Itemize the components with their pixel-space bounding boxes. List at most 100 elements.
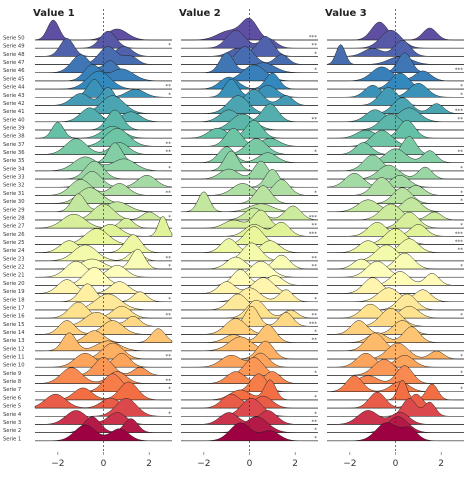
- row-label: Serie 35: [3, 158, 25, 164]
- significance-marker: *: [460, 92, 463, 98]
- row-label: Serie 21: [3, 273, 25, 279]
- row-label: Serie 9: [3, 371, 21, 377]
- significance-marker: *: [314, 297, 317, 303]
- significance-marker: *: [168, 43, 171, 49]
- row-label: Serie 20: [3, 281, 25, 287]
- panel-2: Value 2*********************************…: [179, 8, 319, 469]
- row-label: Serie 19: [3, 289, 25, 295]
- row-label: Serie 50: [3, 36, 25, 42]
- row-label: Serie 14: [3, 330, 25, 336]
- x-tick-label: 2: [438, 459, 444, 469]
- significance-marker: **: [166, 256, 172, 262]
- significance-marker: *: [168, 387, 171, 393]
- significance-marker: *: [168, 411, 171, 417]
- row-label: Serie 44: [3, 85, 25, 91]
- row-label: Serie 23: [3, 256, 25, 262]
- significance-marker: *: [168, 166, 171, 172]
- significance-marker: ***: [309, 231, 318, 237]
- x-tick-label: −2: [343, 459, 356, 469]
- significance-marker: **: [312, 117, 318, 123]
- panel-title: Value 1: [33, 8, 75, 19]
- significance-marker: *: [460, 199, 463, 205]
- row-label: Serie 39: [3, 125, 25, 131]
- row-label: Serie 8: [3, 379, 21, 385]
- row-label: Serie 31: [3, 191, 25, 197]
- row-label: Serie 32: [3, 183, 25, 189]
- x-tick-label: 2: [146, 459, 152, 469]
- row-label: Serie 38: [3, 134, 25, 140]
- significance-marker: *: [460, 190, 463, 196]
- significance-marker: ***: [455, 109, 464, 115]
- significance-marker: *: [314, 370, 317, 376]
- row-label: Serie 40: [3, 117, 25, 123]
- row-label: Serie 48: [3, 52, 25, 58]
- significance-marker: **: [312, 264, 318, 270]
- row-label: Serie 2: [3, 428, 21, 434]
- significance-marker: *: [460, 84, 463, 90]
- row-label: Serie 46: [3, 68, 25, 74]
- significance-marker: **: [166, 190, 172, 196]
- significance-marker: **: [458, 248, 464, 254]
- row-label: Serie 27: [3, 224, 25, 230]
- significance-marker: *: [460, 354, 463, 360]
- ridge-serie-34: [35, 156, 172, 172]
- row-label: Serie 15: [3, 322, 25, 328]
- significance-marker: *: [314, 68, 317, 74]
- significance-marker: *: [460, 223, 463, 229]
- significance-marker: *: [314, 428, 317, 434]
- significance-marker: **: [312, 43, 318, 49]
- x-tick-label: −2: [197, 459, 210, 469]
- row-label: Serie 33: [3, 175, 25, 181]
- row-label: Serie 3: [3, 420, 21, 426]
- row-label: Serie 24: [3, 248, 25, 254]
- significance-marker: ***: [455, 68, 464, 74]
- significance-marker: *: [314, 51, 317, 57]
- significance-marker: **: [312, 313, 318, 319]
- x-tick-label: −2: [51, 459, 64, 469]
- x-tick-label: 2: [292, 459, 298, 469]
- significance-marker: *: [314, 395, 317, 401]
- significance-marker: ***: [309, 35, 318, 41]
- x-tick-label: 0: [247, 459, 253, 469]
- row-label: Serie 26: [3, 232, 25, 238]
- row-label: Serie 16: [3, 314, 25, 320]
- significance-marker: **: [458, 150, 464, 156]
- row-label: Serie 7: [3, 387, 21, 393]
- row-label: Serie 25: [3, 240, 25, 246]
- significance-marker: *: [460, 387, 463, 393]
- row-label: Serie 12: [3, 346, 25, 352]
- panel-title: Value 2: [179, 8, 221, 19]
- significance-marker: **: [458, 117, 464, 123]
- significance-marker: *: [314, 411, 317, 417]
- row-label: Serie 11: [3, 355, 25, 361]
- x-tick-label: 0: [101, 459, 107, 469]
- row-label: Serie 41: [3, 109, 25, 115]
- row-label: Serie 42: [3, 101, 25, 107]
- significance-marker: **: [312, 256, 318, 262]
- significance-marker: ***: [309, 321, 318, 327]
- significance-marker: **: [166, 150, 172, 156]
- panel-1: Value 1************************−2 0 2: [33, 8, 173, 469]
- significance-marker: ***: [455, 240, 464, 246]
- significance-marker: *: [460, 313, 463, 319]
- significance-marker: *: [168, 92, 171, 98]
- row-label: Serie 17: [3, 305, 25, 311]
- row-label: Serie 28: [3, 215, 25, 221]
- row-label: Serie 22: [3, 265, 25, 271]
- row-label: Serie 43: [3, 93, 25, 99]
- significance-marker: *: [314, 190, 317, 196]
- row-label: Serie 29: [3, 207, 25, 213]
- row-label: Serie 34: [3, 166, 25, 172]
- significance-marker: *: [314, 150, 317, 156]
- significance-marker: *: [314, 436, 317, 442]
- row-label: Serie 1: [3, 436, 21, 442]
- row-label: Serie 10: [3, 363, 25, 369]
- significance-marker: **: [166, 354, 172, 360]
- significance-marker: *: [460, 370, 463, 376]
- row-label: Serie 36: [3, 150, 25, 156]
- x-tick-label: 0: [393, 459, 399, 469]
- row-label: Serie 6: [3, 395, 21, 401]
- significance-marker: **: [312, 419, 318, 425]
